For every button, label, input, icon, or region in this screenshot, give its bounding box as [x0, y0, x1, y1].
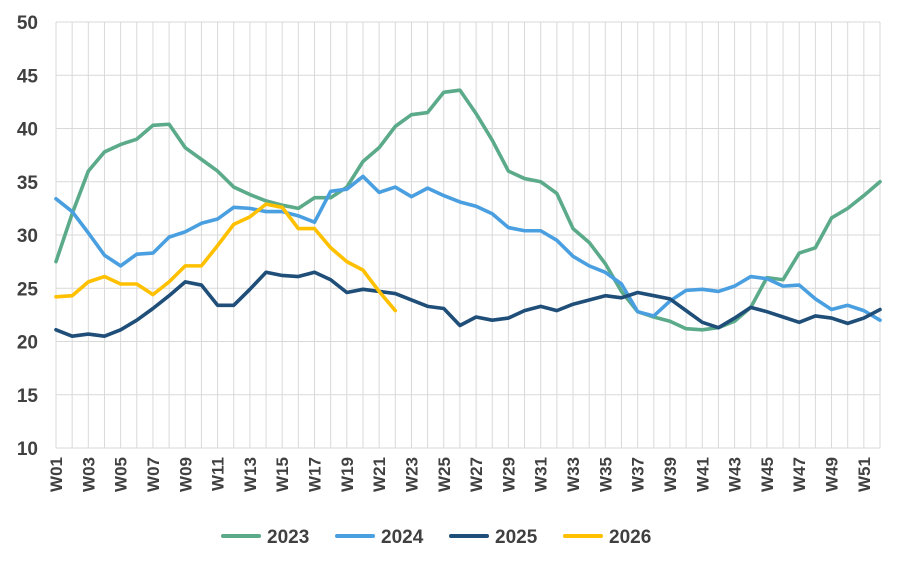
legend-item-2025: 2025 — [449, 527, 538, 548]
x-tick-label: W49 — [823, 457, 842, 492]
legend-item-2023: 2023 — [221, 527, 309, 548]
x-tick-label: W13 — [241, 457, 260, 492]
series-lines — [54, 88, 882, 338]
y-axis: 10 15 20 25 30 35 40 45 50 — [17, 13, 39, 460]
x-tick-label: W03 — [79, 457, 98, 492]
x-tick-label: W17 — [306, 457, 325, 492]
x-tick-label: W19 — [338, 457, 357, 492]
x-tick-label: W11 — [209, 457, 228, 491]
x-tick-label: W33 — [564, 457, 583, 492]
y-tick-label: 50 — [17, 13, 38, 34]
x-tick-label: W39 — [661, 457, 680, 492]
y-tick-label: 25 — [17, 279, 39, 300]
x-tick-label: W23 — [402, 457, 421, 492]
legend-item-2026: 2026 — [563, 527, 651, 548]
x-tick-label: W15 — [273, 457, 292, 492]
y-tick-label: 30 — [17, 226, 38, 247]
x-tick-label: W37 — [629, 457, 648, 492]
x-tick-label: W35 — [596, 457, 615, 492]
series-line-2024 — [54, 174, 882, 323]
legend-label: 2026 — [609, 527, 651, 548]
y-tick-label: 10 — [17, 439, 38, 460]
x-tick-label: W09 — [176, 457, 195, 492]
y-tick-label: 35 — [17, 173, 39, 194]
x-tick-label: W47 — [790, 457, 809, 492]
series-line-2025 — [54, 270, 882, 338]
legend-item-2024: 2024 — [335, 527, 424, 548]
x-tick-label: W07 — [144, 457, 163, 492]
x-tick-label: W51 — [855, 457, 874, 492]
x-tick-label: W29 — [499, 457, 518, 492]
legend-label: 2023 — [267, 527, 309, 548]
x-tick-label: W41 — [693, 457, 712, 492]
y-tick-label: 45 — [17, 66, 39, 87]
x-tick-label: W27 — [467, 457, 486, 492]
legend-label: 2025 — [495, 527, 538, 548]
x-tick-label: W45 — [758, 457, 777, 492]
y-tick-label: 15 — [17, 386, 39, 407]
y-tick-label: 40 — [17, 120, 38, 141]
grid — [55, 21, 881, 449]
y-tick-label: 20 — [17, 333, 38, 354]
legend-label: 2024 — [381, 527, 424, 548]
x-tick-label: W43 — [726, 457, 745, 492]
legend: 2023 2024 2025 2026 — [221, 527, 651, 548]
x-tick-label: W25 — [435, 457, 454, 492]
x-tick-label: W21 — [370, 457, 389, 492]
x-tick-label: W05 — [112, 457, 131, 492]
series-line-2023 — [54, 88, 882, 332]
series-line-2026 — [54, 202, 398, 313]
x-tick-label: W01 — [47, 457, 66, 492]
x-tick-label: W31 — [532, 457, 551, 492]
x-axis: W01 W03 W05 W07 W09 W11 W13 W15 W17 W19 W21 W23 W25 W… — [47, 457, 874, 492]
